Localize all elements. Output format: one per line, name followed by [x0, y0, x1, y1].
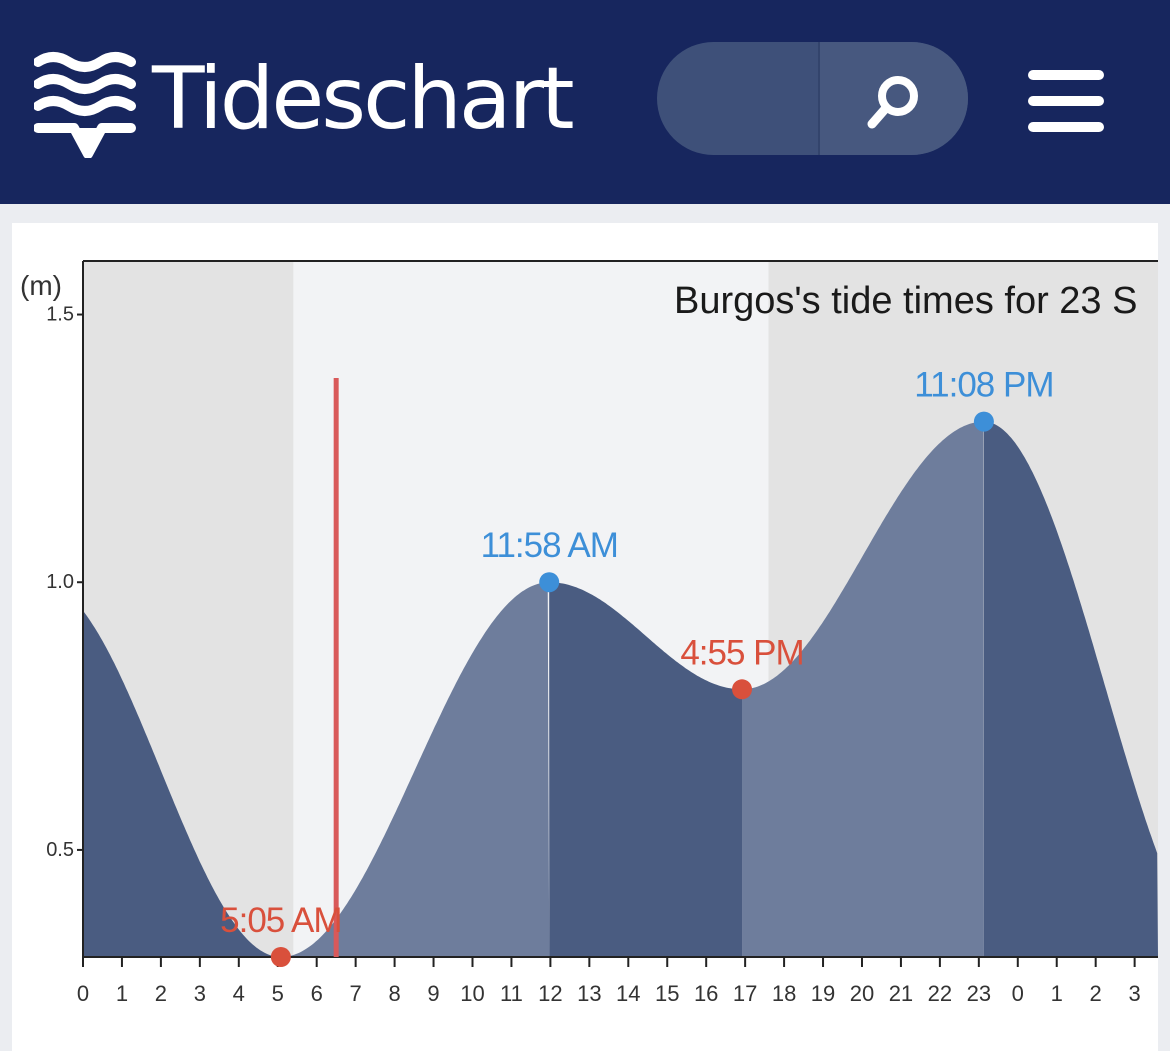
- site-logo-text[interactable]: Tideschart: [152, 49, 575, 149]
- x-tick-label: 19: [811, 981, 835, 1006]
- x-tick-label: 8: [388, 981, 400, 1006]
- falling-tide-area: [83, 610, 281, 957]
- high-tide-point[interactable]: [539, 572, 560, 593]
- high-tide-point[interactable]: [973, 411, 994, 432]
- y-tick-label: 1.0: [46, 571, 74, 593]
- x-tick-label: 17: [733, 981, 757, 1006]
- x-tick-label: 13: [577, 981, 601, 1006]
- x-tick-label: 23: [967, 981, 991, 1006]
- search-button[interactable]: [818, 42, 968, 155]
- x-tick-label: 20: [850, 981, 874, 1006]
- high-tide-label: 11:58 AM: [481, 526, 618, 565]
- x-tick-label: 3: [1129, 981, 1141, 1006]
- y-tick-label: 1.5: [46, 304, 74, 326]
- search-input[interactable]: [657, 42, 817, 155]
- x-tick-label: 22: [928, 981, 952, 1006]
- x-tick-label: 3: [194, 981, 206, 1006]
- low-tide-point[interactable]: [732, 679, 753, 700]
- falling-tide-area: [983, 421, 1158, 957]
- x-tick-label: 0: [1012, 981, 1024, 1006]
- x-tick-label: 10: [460, 981, 484, 1006]
- rising-tide-area: [742, 421, 984, 957]
- x-tick-label: 1: [1051, 981, 1063, 1006]
- low-tide-label: 5:05 AM: [220, 901, 341, 940]
- x-tick-label: 4: [233, 981, 245, 1006]
- search-bar: [657, 42, 968, 155]
- tide-chart: 0.51.01.50 1 2 3 4 5 6 7 8 9 10 11 12 13 14 15 16 17 18 19 2…: [20, 260, 1158, 1006]
- search-icon: [867, 76, 918, 129]
- waves-location-icon[interactable]: [34, 48, 144, 158]
- low-tide-label: 4:55 PM: [680, 633, 803, 672]
- hamburger-menu-icon-bar: [1028, 122, 1104, 132]
- x-tick-label: 2: [1090, 981, 1102, 1006]
- y-axis-label: (m): [20, 270, 62, 301]
- hamburger-menu-icon-bar: [1028, 96, 1104, 106]
- site-header: Tideschart: [0, 0, 1170, 204]
- x-tick-label: 14: [616, 981, 640, 1006]
- tide-chart-card: 0.5 1.0 1.5 0 1 2 3 4 5 6 7 8 9 10 11 12 13 14 15 16 17 18 19 2…: [12, 223, 1158, 1051]
- hamburger-menu-button[interactable]: [1024, 70, 1108, 140]
- falling-tide-area: [549, 582, 743, 957]
- x-tick-label: 15: [655, 981, 679, 1006]
- x-tick-label: 5: [272, 981, 284, 1006]
- x-tick-label: 9: [427, 981, 439, 1006]
- y-tick-label: 0.5: [46, 839, 74, 861]
- x-tick-label: 1: [116, 981, 128, 1006]
- x-tick-label: 11: [500, 981, 523, 1006]
- rising-tide-area: [280, 582, 550, 957]
- x-tick-label: 16: [694, 981, 718, 1006]
- x-tick-label: 18: [772, 981, 796, 1006]
- x-tick-label: 2: [155, 981, 167, 1006]
- x-tick-label: 21: [889, 981, 913, 1006]
- hamburger-menu-icon: [1028, 70, 1104, 80]
- low-tide-point[interactable]: [270, 947, 291, 967]
- x-tick-label: 7: [350, 981, 362, 1006]
- chart-title: Burgos's tide times for 23 S: [674, 280, 1137, 322]
- x-tick-label: 12: [538, 981, 562, 1006]
- x-tick-label: 0: [77, 981, 89, 1006]
- x-tick-label: 6: [311, 981, 323, 1006]
- high-tide-label: 11:08 PM: [914, 366, 1053, 405]
